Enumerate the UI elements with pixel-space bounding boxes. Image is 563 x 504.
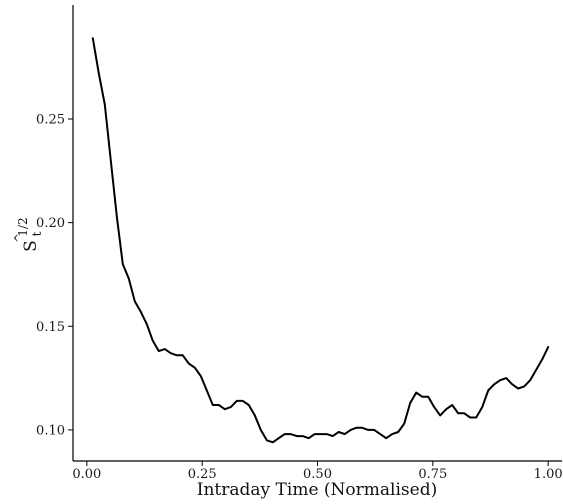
y-axis-title-base: S xyxy=(21,240,41,252)
x-tick-label: 1.00 xyxy=(534,467,563,482)
x-axis: 0.00 0.25 0.50 0.75 1.00 xyxy=(72,460,563,482)
x-tick-label: 0.75 xyxy=(418,467,447,482)
x-tick-label: 0.50 xyxy=(303,467,332,482)
y-axis-title: ^ S 1/2 t xyxy=(12,217,44,251)
y-tick-label: 0.15 xyxy=(36,320,65,335)
y-tick-label: 0.25 xyxy=(36,113,65,128)
series-line xyxy=(91,37,550,444)
x-tick-label: 0.25 xyxy=(188,467,217,482)
x-axis-title: Intraday Time (Normalised) xyxy=(197,480,437,500)
y-axis: 0.10 0.15 0.20 0.25 xyxy=(36,5,74,461)
y-tick-label: 0.10 xyxy=(36,423,65,438)
y-tick-label: 0.20 xyxy=(36,216,65,231)
y-axis-title-hat: ^ xyxy=(12,233,26,243)
x-tick-label: 0.00 xyxy=(72,467,101,482)
series-layer xyxy=(91,37,550,444)
y-axis-title-subscript: t xyxy=(30,231,44,236)
y-axis-title-exponent: 1/2 xyxy=(16,217,30,236)
